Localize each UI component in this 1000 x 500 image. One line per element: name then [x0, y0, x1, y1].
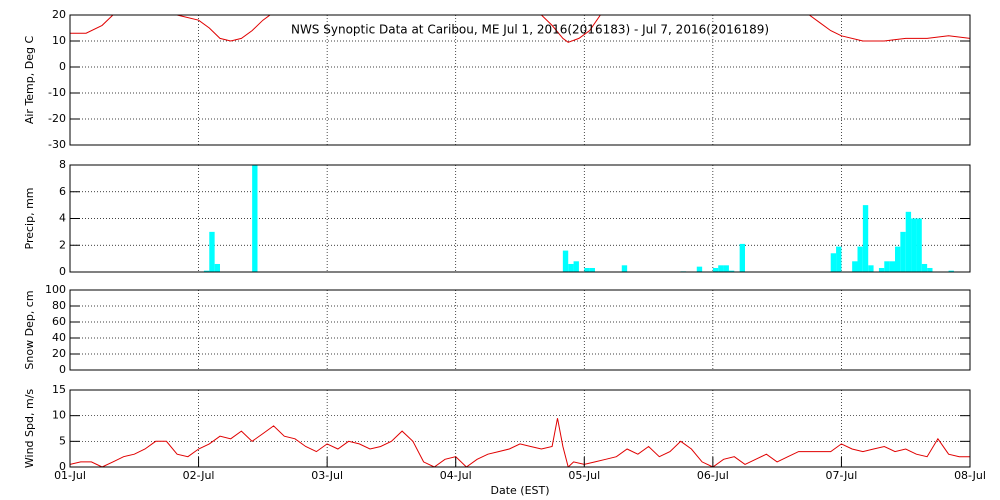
bar: [621, 265, 628, 272]
bar: [573, 261, 579, 272]
bar: [830, 253, 837, 272]
bar: [739, 243, 745, 272]
y-tick-label: 0: [59, 363, 66, 376]
bar: [562, 250, 569, 272]
bar: [895, 246, 901, 272]
frame: [69, 14, 971, 146]
y-tick-label: -20: [48, 112, 66, 125]
plot-area: [70, 418, 970, 467]
bar: [905, 211, 912, 272]
x-axis-label: Date (EST): [490, 484, 549, 497]
y-tick-label: 10: [52, 409, 66, 422]
y-tick-label: 5: [59, 434, 66, 447]
bar: [718, 265, 724, 272]
y-tick-label: 60: [52, 315, 66, 328]
y-tick-label: 15: [52, 383, 66, 396]
y-tick-label: 0: [59, 460, 66, 473]
y-tick-label: 4: [59, 212, 66, 225]
y-tick-label: -10: [48, 86, 66, 99]
bar: [948, 270, 954, 272]
bar: [728, 270, 735, 272]
x-tick-label: 07-Jul: [825, 469, 857, 482]
bar: [568, 263, 574, 272]
bar: [214, 263, 220, 272]
x-tick-label: 08-Jul: [954, 469, 986, 482]
frame: [69, 389, 971, 468]
y-tick-label: -30: [48, 138, 66, 151]
bar: [921, 263, 928, 272]
bar: [836, 246, 842, 272]
data-line: [70, 15, 970, 43]
frame: [69, 289, 971, 371]
bar: [584, 267, 590, 272]
plot-area: [70, 15, 970, 43]
bar: [884, 261, 890, 272]
y-tick-label: 20: [52, 347, 66, 360]
y-tick-label: 6: [59, 185, 66, 198]
x-tick-label: 02-Jul: [183, 469, 215, 482]
bar: [696, 266, 703, 272]
y-axis-label: Wind Spd, m/s: [23, 389, 36, 469]
bar: [911, 218, 917, 272]
y-tick-label: 10: [52, 34, 66, 47]
y-tick-label: 80: [52, 299, 66, 312]
bar: [723, 265, 729, 272]
bar: [878, 267, 885, 272]
bar: [862, 205, 869, 272]
y-tick-label: 2: [59, 238, 66, 251]
x-tick-label: 05-Jul: [568, 469, 600, 482]
bar: [252, 165, 258, 272]
y-axis-label: Precip, mm: [23, 188, 36, 250]
y-axis-label: Snow Dep, cm: [23, 290, 36, 369]
plot-area: [203, 165, 954, 272]
bar: [589, 267, 595, 272]
bar: [852, 261, 858, 272]
y-tick-label: 100: [45, 283, 66, 296]
bar: [712, 267, 719, 272]
data-line: [70, 418, 970, 467]
y-tick-label: 0: [59, 265, 66, 278]
x-tick-label: 01-Jul: [54, 469, 86, 482]
bar: [868, 265, 874, 272]
bar: [203, 270, 210, 272]
bar: [916, 218, 922, 272]
y-tick-label: 0: [59, 60, 66, 73]
bar: [900, 231, 906, 272]
chart-title: NWS Synoptic Data at Caribou, ME Jul 1, …: [291, 23, 769, 37]
y-tick-label: 20: [52, 8, 66, 21]
y-axis-label: Air Temp, Deg C: [23, 36, 36, 125]
bar: [209, 231, 215, 272]
x-tick-label: 04-Jul: [440, 469, 472, 482]
frame: [69, 164, 971, 273]
y-tick-label: 40: [52, 331, 66, 344]
bar: [927, 267, 933, 272]
y-tick-label: 8: [59, 158, 66, 171]
bar: [889, 261, 895, 272]
x-tick-label: 03-Jul: [311, 469, 343, 482]
x-tick-label: 06-Jul: [697, 469, 729, 482]
bar: [857, 246, 863, 272]
